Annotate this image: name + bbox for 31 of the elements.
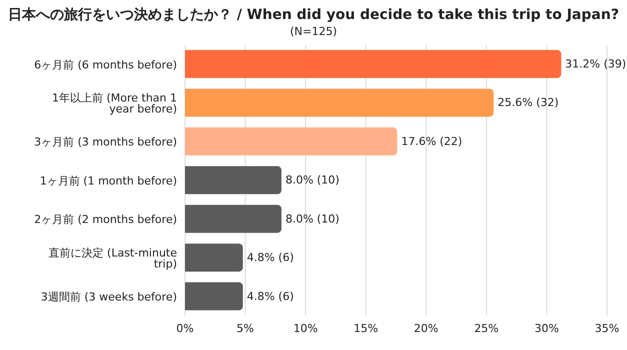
bar (185, 127, 398, 156)
y-tick-label: 3週間前 (3 weeks before) (40, 290, 177, 304)
chart-subtitle: (N=125) (288, 25, 338, 38)
y-tick-label: 3ヶ月前 (3 months before) (34, 136, 177, 149)
data-label: 31.2% (39) (565, 58, 626, 70)
x-tick-label: 30% (534, 322, 559, 335)
bar (185, 244, 243, 272)
y-tick-label: 2ヶ月前 (2 months before) (34, 213, 177, 226)
chart-title: 日本への旅行をいつ決めましたか？ / When did you decide to take this trip to Japan? (7, 6, 620, 24)
data-label: 4.8% (6) (246, 290, 294, 303)
data-label: 4.8% (6) (246, 251, 294, 264)
data-label: 8.0% (10) (285, 212, 340, 226)
y-tick-label: 1年以上前 (More than 1 year before) (52, 91, 177, 116)
data-label: 8.0% (10) (285, 174, 340, 187)
x-tick-label: 15% (354, 322, 378, 335)
x-tick-label: 0% (176, 322, 194, 335)
x-tick-label: 10% (293, 322, 318, 335)
data-label: 17.6% (22) (401, 134, 462, 148)
x-tick-label: 20% (414, 322, 438, 335)
bar (185, 282, 243, 310)
y-tick-label: 直前に決定 (Last-minute trip) (48, 246, 178, 270)
bar (185, 166, 282, 194)
data-label: 25.6% (32) (498, 96, 559, 110)
bar (185, 50, 562, 78)
x-tick-label: 35% (594, 322, 620, 335)
y-tick-label: 1ヶ月前 (1 month before) (40, 174, 177, 188)
y-tick-label: 6ヶ月前 (6 months before) (34, 58, 177, 72)
bar (185, 88, 494, 117)
bar (185, 204, 282, 233)
x-tick-label: 5% (236, 322, 254, 335)
x-tick-label: 25% (474, 322, 499, 335)
